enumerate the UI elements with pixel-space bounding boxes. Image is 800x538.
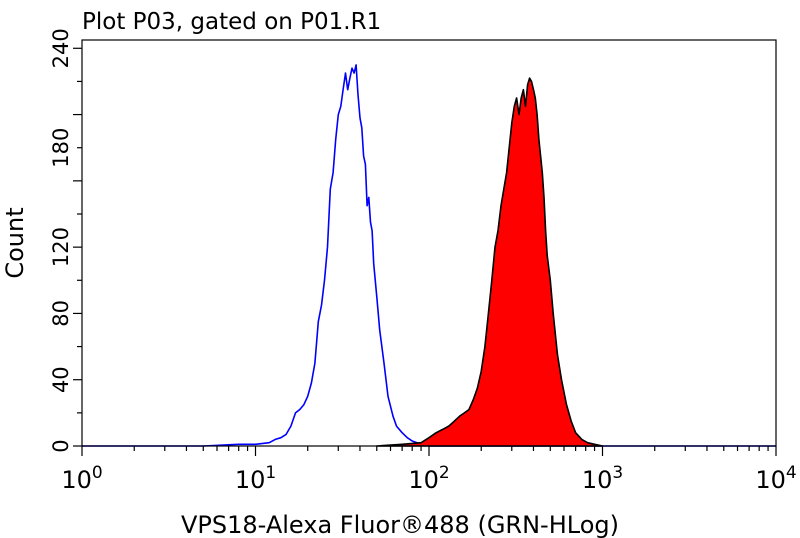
- outline-histogram-series: [82, 64, 776, 447]
- x-tick-label: 101: [235, 463, 276, 494]
- x-tick-label: 102: [408, 463, 449, 494]
- x-tick-label: 104: [755, 463, 796, 494]
- y-tick-label: 80: [49, 300, 73, 327]
- x-tick-label: 100: [61, 463, 102, 494]
- y-axis: 0 40 80 120 180 240: [49, 28, 82, 453]
- y-tick-label: 40: [49, 366, 73, 393]
- y-tick-label: 0: [49, 439, 73, 452]
- x-tick-label: 103: [582, 463, 623, 494]
- y-tick-label: 120: [49, 227, 73, 267]
- chart-title: Plot P03, gated on P01.R1: [82, 9, 381, 35]
- y-axis-label: Count: [1, 207, 29, 278]
- plot-frame: [81, 39, 777, 447]
- x-axis-label: VPS18-Alexa Fluor®488 (GRN-HLog): [181, 511, 619, 538]
- filled-histogram-series: [376, 77, 604, 447]
- x-axis: 100 101 102 103 104: [61, 446, 797, 494]
- plot-area: [81, 39, 777, 447]
- y-tick-label: 180: [49, 128, 73, 168]
- y-tick-label: 240: [49, 28, 73, 68]
